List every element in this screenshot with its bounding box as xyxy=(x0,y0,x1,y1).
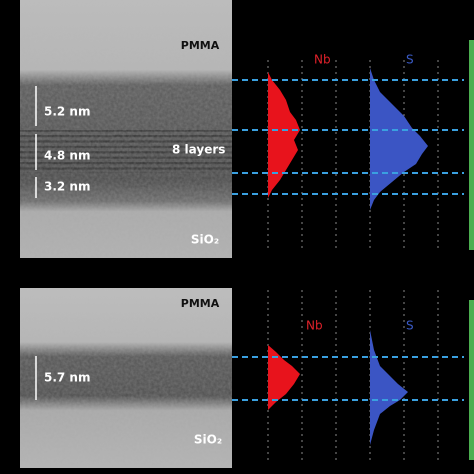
thickness-label: 3.2 nm xyxy=(44,180,90,194)
thickness-label: 5.2 nm xyxy=(44,105,90,119)
thickness-label: 5.7 nm xyxy=(44,371,90,385)
label-pmma: PMMA xyxy=(181,39,220,52)
green-bar xyxy=(469,300,474,460)
s-profile xyxy=(370,68,428,210)
label-pmma: PMMA xyxy=(181,297,220,310)
label-sio2: SiO₂ xyxy=(194,433,222,447)
tem-image-top xyxy=(20,0,232,258)
label-nb: Nb xyxy=(306,319,323,333)
label-sio2: SiO₂ xyxy=(191,233,219,247)
layers-label: 8 layers xyxy=(172,143,225,157)
s-profile xyxy=(370,330,408,445)
green-bar xyxy=(469,40,474,250)
label-nb: Nb xyxy=(314,53,331,67)
nb-profile xyxy=(268,345,300,410)
label-s: S xyxy=(406,53,414,67)
nb-profile xyxy=(268,72,300,198)
thickness-label: 4.8 nm xyxy=(44,149,90,163)
tem-image-bottom xyxy=(20,288,232,468)
label-s: S xyxy=(406,319,414,333)
